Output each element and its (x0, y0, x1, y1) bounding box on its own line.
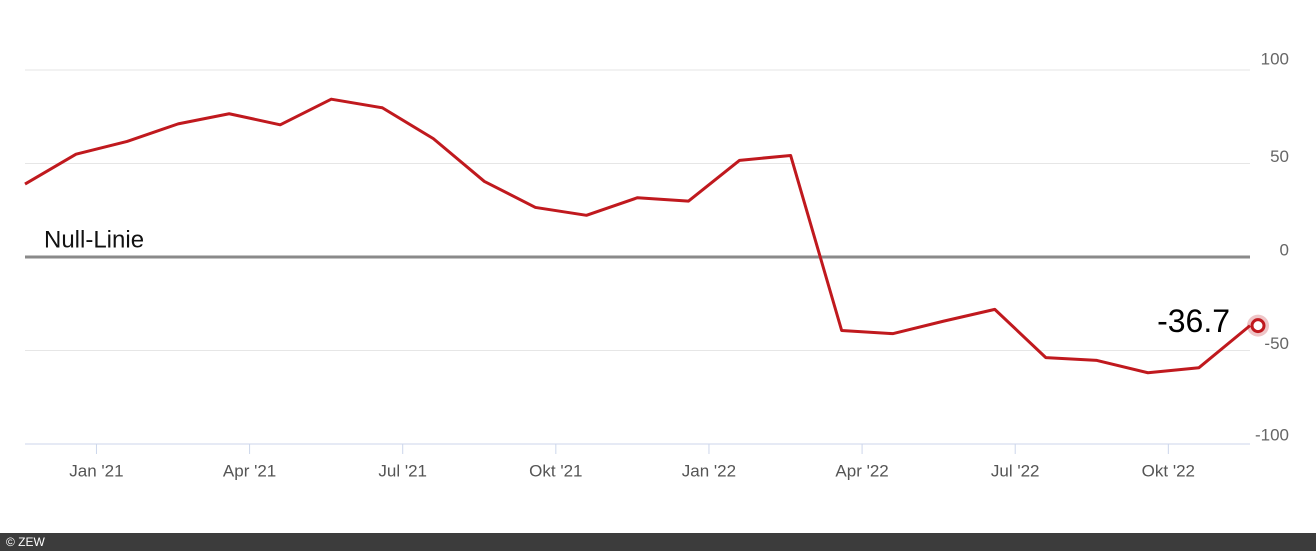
y-tick-label: 0 (1280, 240, 1289, 259)
y-tick-label: -100 (1255, 425, 1289, 444)
x-tick-label: Apr '21 (223, 461, 276, 480)
x-tick-label: Jan '21 (69, 461, 123, 480)
x-tick-label: Okt '22 (1142, 461, 1195, 480)
annotation: Null-Linie (44, 226, 144, 253)
x-tick-label: Jan '22 (682, 461, 736, 480)
data-label: -36.7 (1157, 303, 1230, 339)
x-tick-label: Okt '21 (529, 461, 582, 480)
x-tick-label: Jul '21 (378, 461, 427, 480)
y-tick-label: 50 (1270, 147, 1289, 166)
data-line (24, 97, 1251, 375)
x-tick-label: Apr '22 (835, 461, 888, 480)
y-tick-label: -50 (1264, 334, 1289, 353)
y-tick-label: 100 (1261, 49, 1289, 68)
footer-bar (0, 533, 1316, 551)
last-point (1250, 318, 1266, 334)
source: © ZEW (6, 535, 46, 549)
x-tick-label: Jul '22 (991, 461, 1040, 480)
